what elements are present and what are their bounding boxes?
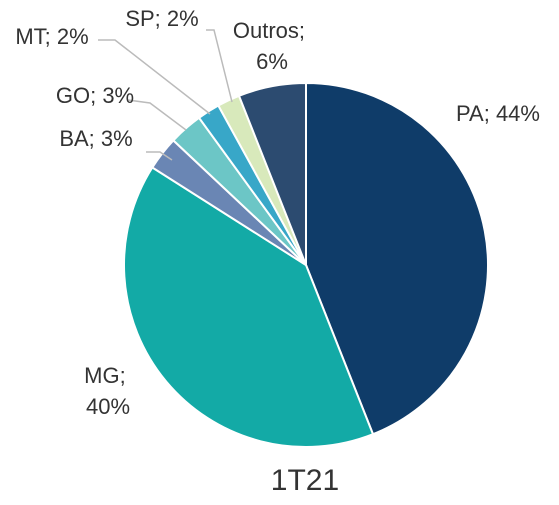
pie-slice	[123, 166, 375, 448]
pie-slice	[305, 81, 489, 436]
leader-line	[206, 29, 233, 103]
data-label: PA; 44%	[456, 101, 540, 126]
leader-line	[146, 151, 173, 161]
data-label: Outros; 6%	[233, 18, 311, 74]
data-label: MT; 2%	[15, 24, 88, 49]
pie-slice	[237, 81, 307, 266]
data-label: MG; 40%	[84, 363, 132, 419]
leader-line	[98, 39, 211, 115]
data-label: GO; 3%	[56, 83, 134, 108]
data-label: SP; 2%	[125, 6, 198, 31]
chart-title: 1T21	[271, 464, 339, 497]
leader-line	[127, 99, 187, 131]
data-label: BA; 3%	[59, 126, 132, 151]
